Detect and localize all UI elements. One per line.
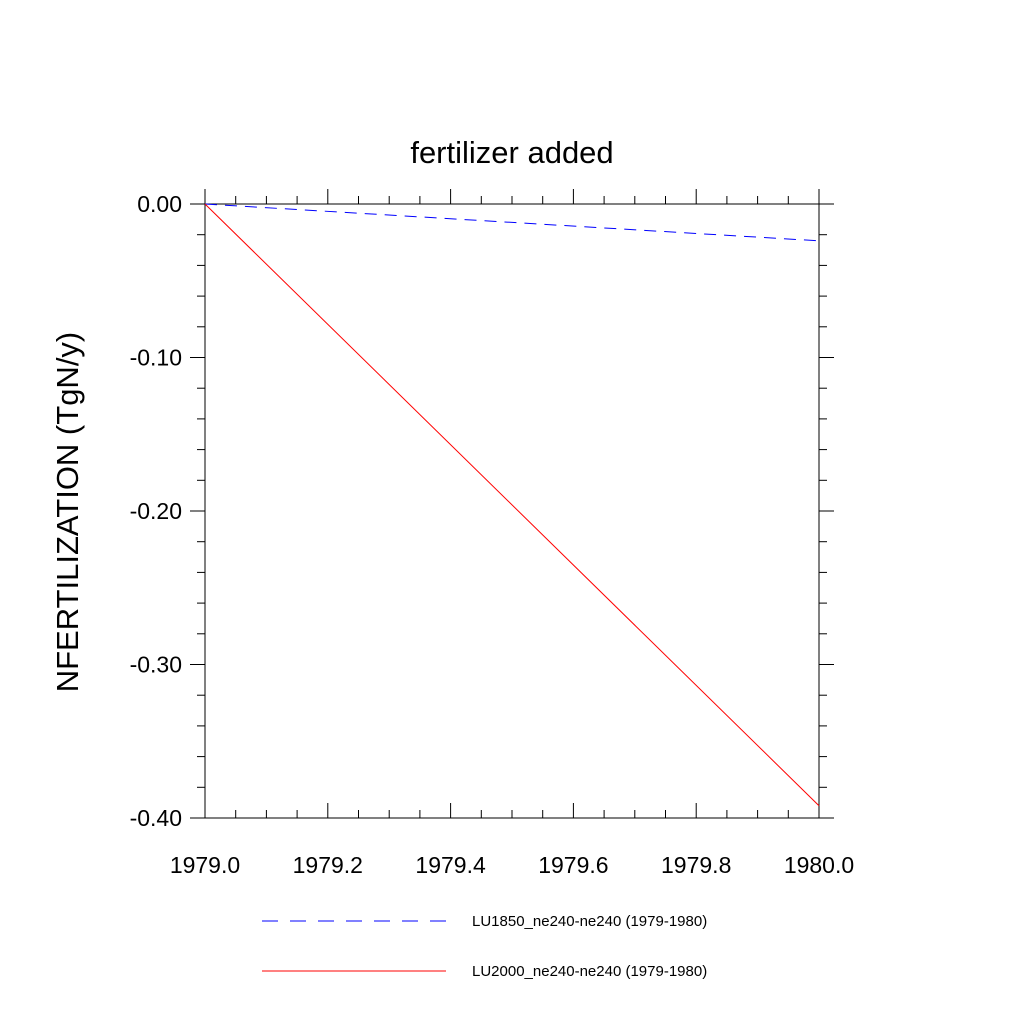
- y-tick-label: -0.40: [130, 805, 182, 831]
- x-tick-label: 1979.4: [415, 852, 486, 878]
- y-tick-label: -0.30: [130, 652, 182, 678]
- x-tick-label: 1979.6: [538, 852, 608, 878]
- x-tick-label: 1979.2: [293, 852, 363, 878]
- y-tick-label: 0.00: [137, 191, 182, 217]
- legend: LU1850_ne240-ne240 (1979-1980) LU2000_ne2…: [262, 913, 707, 980]
- legend-label-1: LU1850_ne240-ne240 (1979-1980): [472, 913, 707, 930]
- series-layer: [204, 203, 820, 807]
- series-line-1: [204, 203, 820, 242]
- x-tick-label: 1979.0: [170, 852, 240, 878]
- y-axis-label: NFERTILIZATION (TgN/y): [50, 332, 85, 693]
- series-line-2: [204, 203, 820, 807]
- y-tick-label: -0.10: [130, 345, 182, 371]
- x-tick-label: 1980.0: [784, 852, 854, 878]
- legend-label-2: LU2000_ne240-ne240 (1979-1980): [472, 963, 707, 980]
- x-tick-label: 1979.8: [661, 852, 731, 878]
- y-tick-label: -0.20: [130, 498, 182, 524]
- chart-title: fertilizer added: [410, 135, 613, 170]
- axis-ticks: 1979.0 1979.2 1979.4 1979.6 1979.8 1980.0 0.00…: [130, 189, 854, 878]
- plot-frame: [204, 203, 820, 819]
